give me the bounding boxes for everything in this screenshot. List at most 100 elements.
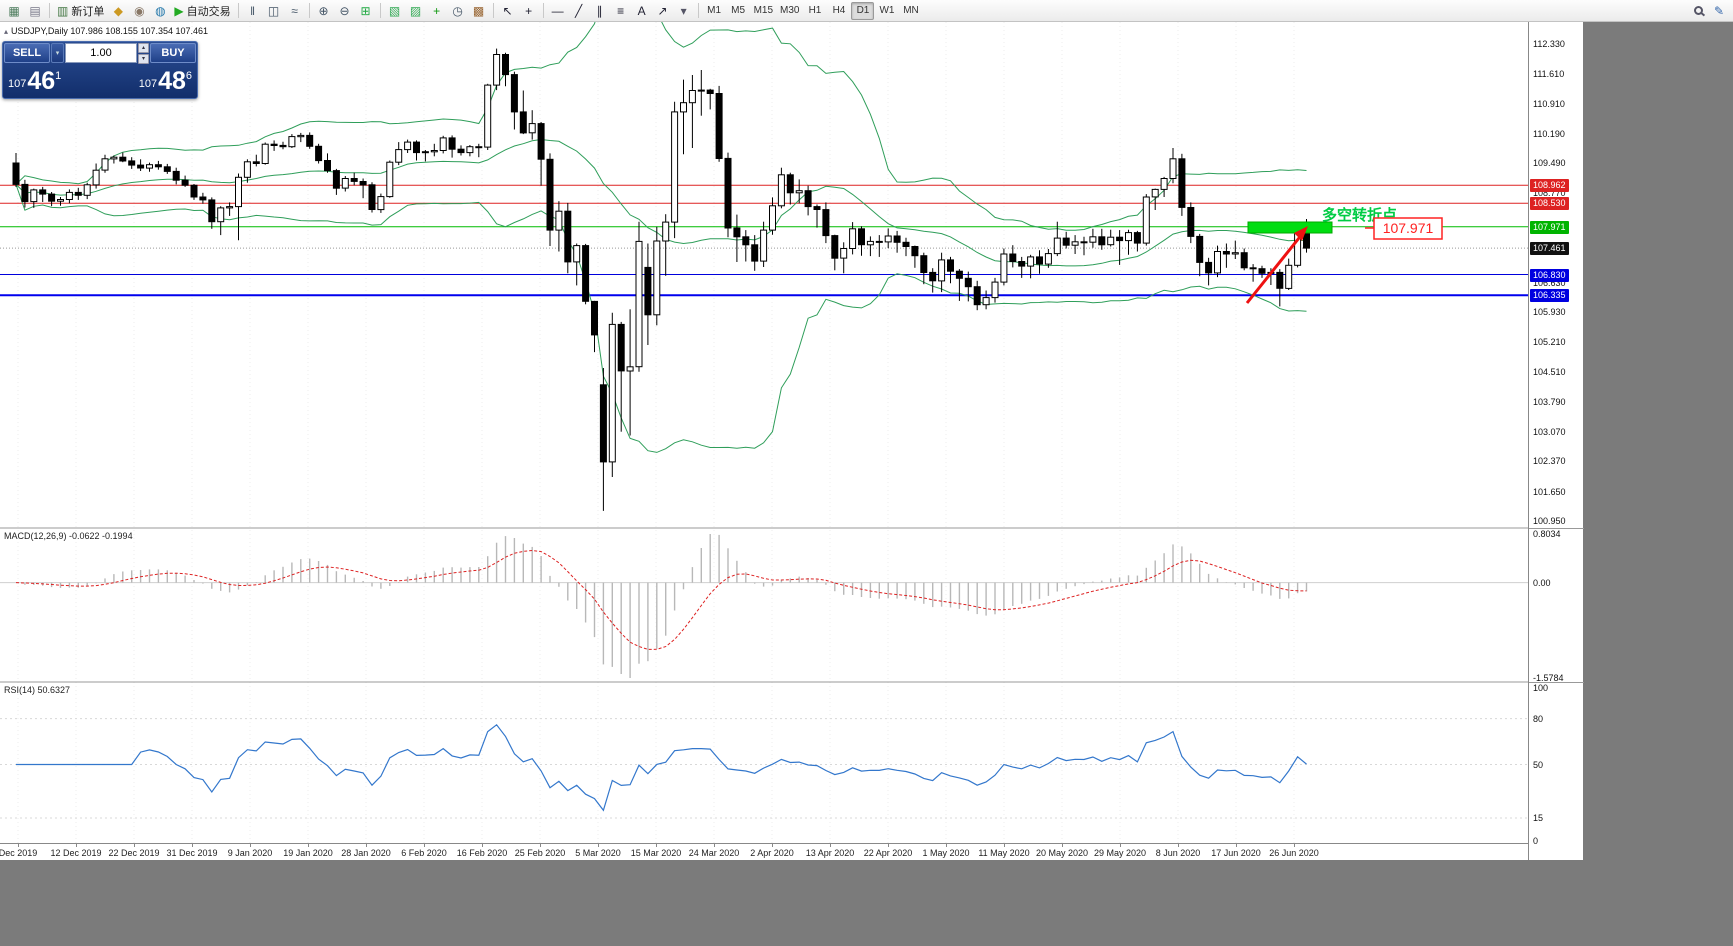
candle-bear <box>591 300 598 336</box>
bollinger-lower-band <box>15 184 1307 453</box>
oneclick-toggle-icon[interactable]: ▴ <box>4 27 9 36</box>
candle-bear <box>475 146 483 149</box>
auto-scroll-icon[interactable]: ▧ <box>385 1 405 21</box>
tile-windows-icon[interactable]: ⊞ <box>356 1 376 21</box>
indicators-icon[interactable]: + <box>427 1 447 21</box>
text-label-icon[interactable]: A <box>632 1 652 21</box>
candlestick-chart-icon[interactable]: ◫ <box>264 1 284 21</box>
macd-indicator-label: MACD(12,26,9) -0.0622 -0.1994 <box>4 531 133 541</box>
sell-button[interactable]: SELL <box>4 43 50 63</box>
candle-bull <box>1151 188 1159 198</box>
candle-bear <box>1009 253 1017 262</box>
cursor-icon[interactable]: ↖ <box>498 1 518 21</box>
candle-bear <box>181 179 189 186</box>
candle-bear <box>724 157 732 229</box>
timeframe-m15-button[interactable]: M15 <box>753 5 774 16</box>
toolbar-separator <box>492 3 494 18</box>
zoom-in-icon[interactable]: ⊕ <box>314 1 334 21</box>
candle-bear <box>1222 251 1230 255</box>
volume-input[interactable] <box>65 43 137 63</box>
shapes-dropdown-icon[interactable]: ▾ <box>674 1 694 21</box>
compose-icon[interactable]: ✎ <box>1709 1 1729 21</box>
date-tick <box>1004 844 1005 847</box>
date-label: 22 Dec 2019 <box>108 848 160 858</box>
candle-bull <box>226 206 234 209</box>
candle-bull <box>297 134 305 138</box>
channel-icon[interactable]: ∥ <box>590 1 610 21</box>
timeframe-m30-button[interactable]: M30 <box>780 5 800 16</box>
trend-arrow[interactable] <box>1245 232 1305 304</box>
timeframe-mn-button[interactable]: MN <box>903 5 919 16</box>
price-axis[interactable]: 112.330 111.610 110.910 110.190 109.490 108.7… <box>1528 22 1584 860</box>
price-tick: 106.630 <box>1533 278 1566 288</box>
profiles-icon[interactable]: ▤ <box>25 1 45 21</box>
autotrade-button[interactable]: ▶ 自动交易 <box>171 1 233 21</box>
candle-bear <box>706 89 714 94</box>
new-order-button[interactable]: ▥ 新订单 <box>54 1 107 21</box>
candle-bull <box>991 281 999 299</box>
cycles-icon[interactable]: ◷ <box>448 1 468 21</box>
line-chart-icon[interactable]: ≈ <box>285 1 305 21</box>
timeframe-m1-button[interactable]: M1 <box>707 5 722 16</box>
date-label: 12 Dec 2019 <box>50 848 102 858</box>
timeframe-m5-button[interactable]: M5 <box>731 5 746 16</box>
trendline-icon[interactable]: ╱ <box>569 1 589 21</box>
account-icon[interactable]: ◉ <box>129 1 149 21</box>
arrows-icon[interactable]: ↗ <box>653 1 673 21</box>
timeframe-w1-button[interactable]: W1 <box>879 5 895 16</box>
candle-bull <box>1107 236 1115 246</box>
templates-icon: ▩ <box>472 3 485 18</box>
candle-bear <box>822 209 830 237</box>
date-axis[interactable]: Dec 2019 12 Dec 2019 22 Dec 2019 31 Dec 201… <box>0 843 1528 860</box>
candle-bull <box>608 323 616 463</box>
candle-bull <box>1089 236 1097 243</box>
templates-icon[interactable]: ▩ <box>469 1 489 21</box>
price-tick: 103.070 <box>1533 427 1566 437</box>
date-tick <box>1294 844 1295 847</box>
chart-shift-icon[interactable]: ▨ <box>406 1 426 21</box>
bar-chart-icon[interactable]: ‖ <box>243 1 263 21</box>
community-icon[interactable]: ◍ <box>150 1 170 21</box>
date-tick <box>598 844 599 847</box>
volume-up-icon[interactable]: ▴ <box>138 43 149 53</box>
candle-bull <box>697 89 705 92</box>
fibonacci-icon[interactable]: ≡ <box>611 1 631 21</box>
market-watch-icon[interactable]: ◆ <box>108 1 128 21</box>
volume-down-icon[interactable]: ▾ <box>138 54 149 64</box>
candle-bull <box>386 161 394 198</box>
bar-chart-icon: ‖ <box>250 3 256 18</box>
candle-bull <box>404 141 412 151</box>
toolbar-separator <box>697 3 699 18</box>
candle-bear <box>831 235 839 259</box>
crosshair-icon[interactable]: + <box>519 1 539 21</box>
date-label: 28 Jan 2020 <box>341 848 391 858</box>
macd-axis-tick: 0.00 <box>1533 578 1551 588</box>
zoom-out-icon[interactable]: ⊖ <box>335 1 355 21</box>
candle-bull <box>573 245 581 263</box>
toolbar-separator <box>237 3 239 18</box>
horizontal-line-icon[interactable]: ― <box>548 1 568 21</box>
date-tick <box>540 844 541 847</box>
buy-button[interactable]: BUY <box>150 43 196 63</box>
date-label: 6 Feb 2020 <box>401 848 447 858</box>
candle-bear <box>128 160 136 166</box>
timeframe-d1-button[interactable]: D1 <box>851 1 875 20</box>
symbol-ohlc-line: ▴ USDJPY,Daily 107.986 108.155 107.354 10… <box>4 26 208 36</box>
price-label-106.830: 106.830 <box>1530 269 1569 282</box>
candlestick-chart-icon: ◫ <box>267 3 280 18</box>
timeframe-h4-button[interactable]: H4 <box>832 5 846 16</box>
resistance-zone-rectangle[interactable] <box>1247 221 1333 234</box>
rsi-indicator-label: RSI(14) 50.6327 <box>4 685 71 695</box>
timeframe-h1-button[interactable]: H1 <box>808 5 822 16</box>
new-chart-icon[interactable]: ▦ <box>4 1 24 21</box>
search-icon[interactable] <box>1688 1 1708 21</box>
date-label: 11 May 2020 <box>978 848 1030 858</box>
candle-bear <box>733 227 741 238</box>
macd-signal-line <box>15 549 1307 650</box>
order-options-dropdown[interactable]: ▾ <box>51 43 64 63</box>
price-label-108.962: 108.962 <box>1530 179 1569 192</box>
candle-bear <box>1018 261 1026 267</box>
date-tick <box>192 844 193 847</box>
